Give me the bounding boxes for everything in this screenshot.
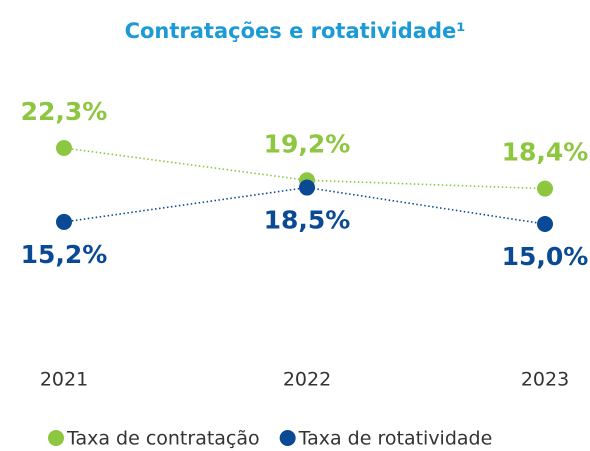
chart-title: Contratações e rotatividade¹ <box>125 19 466 43</box>
point <box>56 140 72 156</box>
legend-label: Taxa de contratação <box>66 428 260 450</box>
legend-marker <box>279 430 296 446</box>
x-tick-label: 2023 <box>521 369 569 391</box>
data-label: 18,5% <box>264 206 351 235</box>
data-label: 19,2% <box>264 129 351 158</box>
point <box>56 213 72 230</box>
data-label: 22,3% <box>21 97 108 126</box>
point <box>537 216 553 232</box>
data-label: 18,4% <box>502 138 589 167</box>
point <box>537 180 553 197</box>
legend-label: Taxa de rotatividade <box>298 428 493 450</box>
x-tick-label: 2021 <box>40 369 88 391</box>
legend-marker <box>48 430 64 446</box>
data-label: 15,2% <box>21 240 108 269</box>
point <box>299 179 315 196</box>
data-label: 15,0% <box>502 242 589 271</box>
x-tick-label: 2022 <box>283 369 331 391</box>
